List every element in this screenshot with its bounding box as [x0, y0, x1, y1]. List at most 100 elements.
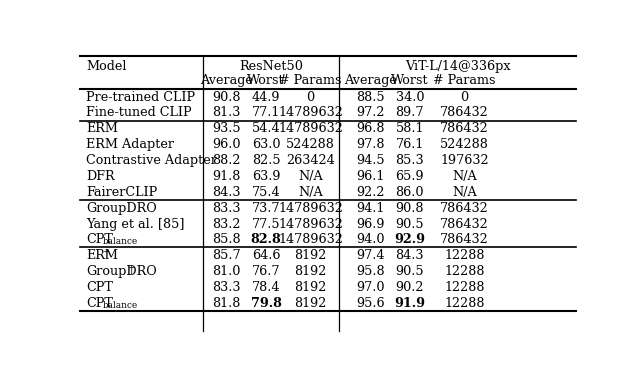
Text: 82.5: 82.5	[252, 154, 280, 167]
Text: balance: balance	[103, 237, 138, 246]
Text: †: †	[104, 249, 109, 259]
Text: 14789632: 14789632	[278, 201, 343, 215]
Text: 81.8: 81.8	[212, 297, 241, 310]
Text: 90.2: 90.2	[396, 281, 424, 294]
Text: 88.2: 88.2	[212, 154, 241, 167]
Text: 263424: 263424	[286, 154, 335, 167]
Text: ERM: ERM	[86, 249, 118, 262]
Text: 84.3: 84.3	[396, 249, 424, 262]
Text: 77.5: 77.5	[252, 217, 280, 231]
Text: 786432: 786432	[440, 233, 489, 246]
Text: 14789632: 14789632	[278, 107, 343, 119]
Text: 786432: 786432	[440, 122, 489, 135]
Text: Contrastive Adapter: Contrastive Adapter	[86, 154, 217, 167]
Text: 64.6: 64.6	[252, 249, 280, 262]
Text: †: †	[129, 265, 134, 274]
Text: Worst: Worst	[391, 74, 429, 87]
Text: 85.7: 85.7	[212, 249, 241, 262]
Text: N/A: N/A	[452, 186, 477, 199]
Text: 96.0: 96.0	[212, 138, 241, 151]
Text: 90.5: 90.5	[396, 217, 424, 231]
Text: CPT: CPT	[86, 297, 113, 310]
Text: 86.0: 86.0	[396, 186, 424, 199]
Text: 8192: 8192	[294, 297, 327, 310]
Text: DFR: DFR	[86, 170, 115, 183]
Text: 524288: 524288	[286, 138, 335, 151]
Text: 8192: 8192	[294, 249, 327, 262]
Text: 0: 0	[307, 91, 315, 104]
Text: Model: Model	[86, 60, 127, 73]
Text: 90.5: 90.5	[396, 265, 424, 278]
Text: FairerCLIP: FairerCLIP	[86, 186, 157, 199]
Text: 76.7: 76.7	[252, 265, 280, 278]
Text: 95.8: 95.8	[356, 265, 385, 278]
Text: # Params: # Params	[433, 74, 495, 87]
Text: 54.4: 54.4	[252, 122, 280, 135]
Text: 91.9: 91.9	[394, 297, 426, 310]
Text: ResNet50: ResNet50	[239, 60, 303, 73]
Text: 75.4: 75.4	[252, 186, 280, 199]
Text: 12288: 12288	[444, 265, 484, 278]
Text: 85.3: 85.3	[396, 154, 424, 167]
Text: 94.0: 94.0	[356, 233, 385, 246]
Text: N/A: N/A	[298, 170, 323, 183]
Text: 63.9: 63.9	[252, 170, 280, 183]
Text: 12288: 12288	[444, 297, 484, 310]
Text: 93.5: 93.5	[212, 122, 241, 135]
Text: 83.2: 83.2	[212, 217, 241, 231]
Text: Average: Average	[200, 74, 253, 87]
Text: 96.8: 96.8	[356, 122, 385, 135]
Text: 524288: 524288	[440, 138, 489, 151]
Text: 78.4: 78.4	[252, 281, 280, 294]
Text: 88.5: 88.5	[356, 91, 385, 104]
Text: 77.1: 77.1	[252, 107, 280, 119]
Text: 83.3: 83.3	[212, 281, 241, 294]
Text: 94.5: 94.5	[356, 154, 385, 167]
Text: 85.8: 85.8	[212, 233, 241, 246]
Text: GroupDRO: GroupDRO	[86, 265, 157, 278]
Text: 81.3: 81.3	[212, 107, 241, 119]
Text: ERM Adapter: ERM Adapter	[86, 138, 174, 151]
Text: balance: balance	[103, 301, 138, 310]
Text: 97.8: 97.8	[356, 138, 385, 151]
Text: 91.8: 91.8	[212, 170, 241, 183]
Text: CPT: CPT	[86, 281, 113, 294]
Text: 82.8: 82.8	[251, 233, 282, 246]
Text: 12288: 12288	[444, 281, 484, 294]
Text: 44.9: 44.9	[252, 91, 280, 104]
Text: Pre-trained CLIP: Pre-trained CLIP	[86, 91, 195, 104]
Text: 96.1: 96.1	[356, 170, 385, 183]
Text: 97.0: 97.0	[356, 281, 385, 294]
Text: 34.0: 34.0	[396, 91, 424, 104]
Text: 96.9: 96.9	[356, 217, 385, 231]
Text: 90.8: 90.8	[212, 91, 241, 104]
Text: 90.8: 90.8	[396, 201, 424, 215]
Text: 83.3: 83.3	[212, 201, 241, 215]
Text: 79.8: 79.8	[251, 297, 282, 310]
Text: 14789632: 14789632	[278, 217, 343, 231]
Text: N/A: N/A	[452, 170, 477, 183]
Text: 63.0: 63.0	[252, 138, 280, 151]
Text: 14789632: 14789632	[278, 122, 343, 135]
Text: ViT-L/14@336px: ViT-L/14@336px	[404, 60, 510, 73]
Text: ERM: ERM	[86, 122, 118, 135]
Text: Worst: Worst	[247, 74, 285, 87]
Text: Average: Average	[344, 74, 397, 87]
Text: 81.0: 81.0	[212, 265, 241, 278]
Text: GroupDRO: GroupDRO	[86, 201, 157, 215]
Text: 97.2: 97.2	[356, 107, 385, 119]
Text: 58.1: 58.1	[396, 122, 424, 135]
Text: 197632: 197632	[440, 154, 489, 167]
Text: 76.1: 76.1	[396, 138, 424, 151]
Text: 786432: 786432	[440, 201, 489, 215]
Text: 12288: 12288	[444, 249, 484, 262]
Text: 94.1: 94.1	[356, 201, 385, 215]
Text: 73.7: 73.7	[252, 201, 280, 215]
Text: 84.3: 84.3	[212, 186, 241, 199]
Text: CPT: CPT	[86, 233, 113, 246]
Text: 14789632: 14789632	[278, 233, 343, 246]
Text: 95.6: 95.6	[356, 297, 385, 310]
Text: Fine-tuned CLIP: Fine-tuned CLIP	[86, 107, 191, 119]
Text: # Params: # Params	[280, 74, 342, 87]
Text: 89.7: 89.7	[396, 107, 424, 119]
